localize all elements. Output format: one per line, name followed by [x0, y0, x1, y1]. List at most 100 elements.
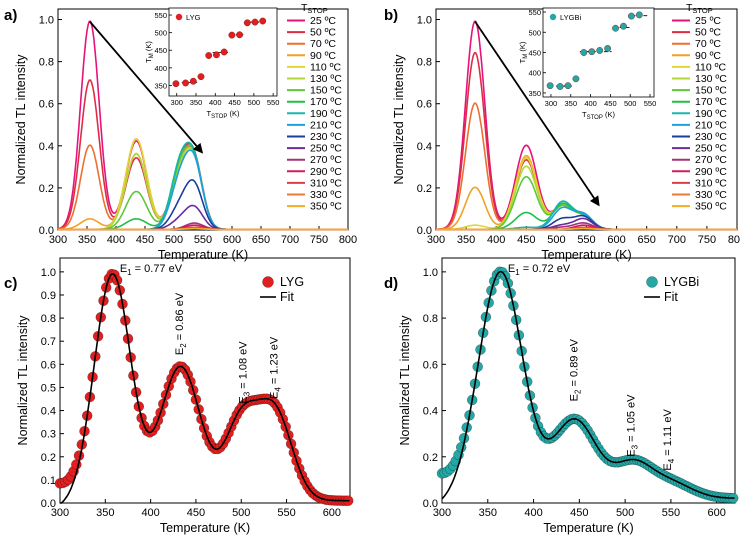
x-tick-label: 400: [524, 507, 542, 519]
inset-y-label-unit: (K): [144, 41, 153, 54]
annotation-value: = 0.77 eV: [132, 263, 183, 275]
x-axis-label: Temperature (K): [158, 248, 248, 262]
legend-label: 350 ºC: [310, 201, 342, 213]
inset-x-tick-label: 400: [584, 99, 597, 108]
y-tick-label: 0.0: [39, 225, 54, 237]
annotation-value: = 0.72 eV: [520, 263, 571, 275]
inset-y-label-unit: (K): [518, 41, 527, 54]
y-axis-label: Normalized TL intensity: [16, 315, 30, 446]
inset-x-label-main: T: [582, 110, 587, 119]
inset-x-label-main: T: [207, 109, 212, 118]
annotation-sub: 2: [574, 389, 583, 394]
y-tick-label: 1.0: [417, 15, 432, 27]
legend-label: 150 ºC: [695, 85, 727, 97]
annotation-symbol: E: [569, 394, 581, 401]
annotation-symbol: E: [120, 263, 127, 275]
x-tick-label: 550: [662, 507, 680, 519]
inset-x-label-unit: (K): [603, 110, 616, 119]
annotation-sub: 4: [667, 458, 676, 463]
legend-label-fit: Fit: [664, 290, 678, 304]
x-tick-label: 650: [252, 234, 270, 246]
x-tick-label: 550: [194, 234, 212, 246]
legend-title-main: T: [686, 2, 693, 14]
inset-point: [189, 77, 197, 85]
inset-y-tick-label: 550: [528, 8, 541, 17]
annotation-sub: 1: [515, 268, 520, 277]
y-tick-label: 0.2: [39, 183, 54, 195]
inset-point: [243, 19, 251, 27]
inset-point: [620, 22, 627, 30]
x-tick-label: 700: [281, 234, 299, 246]
x-tick-label: 400: [487, 234, 505, 246]
peak-annotation: E3 = 1.05 eV: [625, 394, 639, 457]
legend-label: 170 ºC: [695, 96, 727, 108]
fit-line: [60, 272, 350, 504]
x-tick-label: 450: [136, 234, 154, 246]
inset-y-label-main: T: [518, 58, 527, 63]
annotation-symbol: E: [625, 449, 637, 456]
annotation-sub: 3: [630, 444, 639, 449]
annotation-value: = 1.23 eV: [269, 336, 281, 387]
legend-label: 150 ºC: [310, 85, 342, 97]
legend-label: 350 ºC: [695, 201, 727, 213]
legend-title: TSTOP: [301, 2, 328, 15]
legend-title-main: T: [301, 2, 308, 14]
y-tick-label: 0.6: [41, 359, 56, 371]
legend-label: 250 ºC: [310, 143, 342, 155]
series-line: [58, 227, 348, 231]
y-tick-label: 0.6: [417, 99, 432, 111]
annotation-value: = 0.86 eV: [174, 292, 186, 343]
inset-point: [604, 45, 612, 52]
peak-annotation: E4 = 1.23 eV: [269, 336, 283, 399]
legend-label: 25 ºC: [695, 15, 721, 27]
series-curves: [57, 20, 348, 231]
legend-label: 290 ºC: [310, 166, 342, 178]
annotation-symbol: E: [238, 396, 250, 403]
y-tick-label: 0.5: [41, 382, 56, 394]
inset-x-tick-label: 300: [170, 98, 183, 107]
panel-label: b): [384, 7, 398, 24]
legend-label: 290 ºC: [695, 166, 727, 178]
y-tick-label: 0.4: [417, 141, 432, 153]
data-points: [436, 266, 739, 504]
inset-x-tick-label: 550: [644, 99, 657, 108]
inset-legend-label: LYG: [186, 13, 201, 22]
inset-y-label-main: T: [144, 58, 153, 63]
x-tick-label: 350: [96, 507, 114, 519]
inset-point: [546, 82, 554, 90]
x-tick-label: 750: [698, 234, 716, 246]
inset-point: [580, 49, 588, 56]
y-tick-label: 0.8: [41, 313, 56, 325]
series-line: [436, 227, 737, 231]
x-tick-label: 500: [547, 234, 565, 246]
inset-point: [205, 52, 213, 59]
legend-label: 270 ºC: [695, 154, 727, 166]
legend-label: 25 ºC: [310, 15, 336, 27]
y-tick-label: 1.0: [423, 267, 438, 279]
peak-annotation: E2 = 0.86 eV: [174, 292, 188, 355]
x-tick-label: 450: [517, 234, 535, 246]
x-tick-label: 350: [479, 507, 497, 519]
legend-label: 230 ºC: [310, 131, 342, 143]
inset-legend-marker: [549, 13, 557, 21]
annotation-value: = 1.11 eV: [662, 409, 674, 459]
panel-label: c): [4, 275, 17, 292]
inset-y-tick-label: 450: [528, 49, 541, 58]
inset-point: [259, 17, 267, 25]
legend-label-fit: Fit: [280, 290, 294, 304]
inset-point: [588, 48, 596, 56]
inset-x-tick-label: 450: [228, 98, 241, 107]
x-tick-label: 550: [577, 234, 595, 246]
legend-label: 50 ºC: [695, 27, 721, 39]
annotation-sub: 1: [127, 268, 132, 277]
inset-y-label-sub: M: [149, 53, 155, 58]
inset-x-label-sub: STOP: [211, 114, 227, 120]
legend-title-sub: STOP: [307, 6, 327, 15]
y-tick-label: 1.0: [41, 267, 56, 279]
legend-label: 190 ºC: [695, 108, 727, 120]
panel-b: b) 300 350 400 450 500 550 600 650 700 750 800 0.0 0.…: [384, 2, 740, 262]
fit-line: [441, 270, 735, 500]
